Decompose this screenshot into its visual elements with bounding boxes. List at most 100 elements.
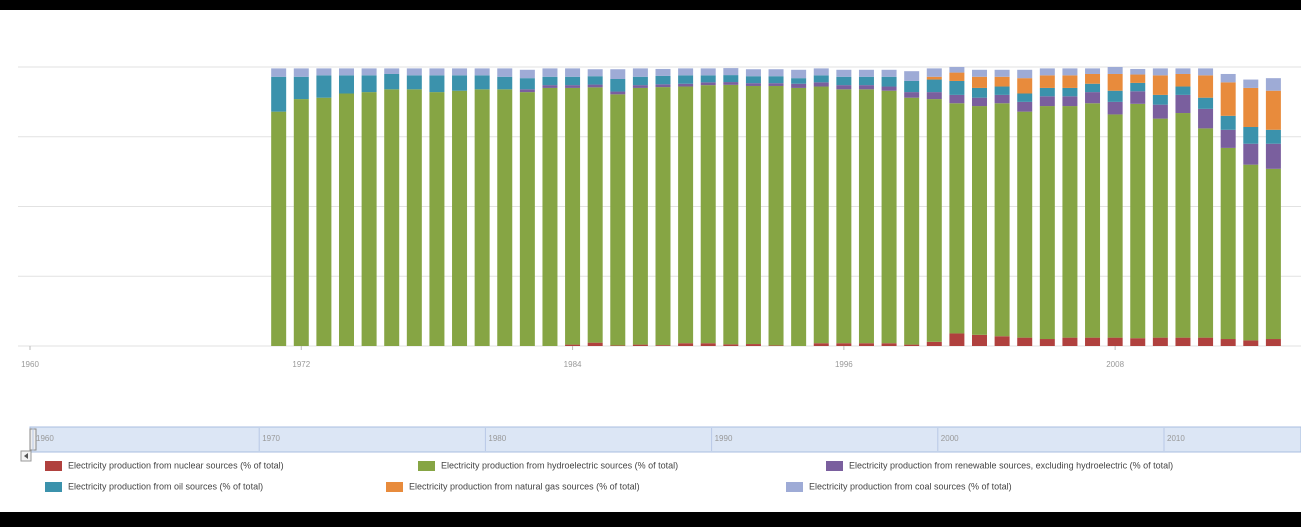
bar-segment: [700, 68, 716, 76]
bar-segment: [1130, 74, 1146, 83]
bar-segment: [632, 76, 648, 86]
bar-segment: [700, 85, 716, 344]
bar-segment: [813, 82, 829, 87]
bar-segment: [1198, 128, 1214, 338]
bar-segment: [1062, 96, 1078, 107]
bar-segment: [949, 67, 965, 73]
bar-segment: [655, 87, 671, 346]
bar-segment: [1243, 87, 1259, 127]
bar-segment: [519, 78, 535, 90]
bar-segment: [384, 73, 400, 90]
bar-segment: [1017, 93, 1033, 102]
bar-segment: [1017, 78, 1033, 94]
bar-segment: [1265, 339, 1281, 346]
bar-segment: [361, 75, 377, 93]
bar-segment: [1017, 111, 1033, 338]
bar-segment: [1152, 104, 1168, 119]
bar-segment: [655, 345, 671, 346]
bar-segment: [881, 90, 897, 344]
bar-segment: [1152, 118, 1168, 338]
bar-segment: [678, 83, 694, 87]
bar-segment: [768, 345, 784, 346]
bar-segment: [271, 68, 287, 77]
bar-segment: [1198, 337, 1214, 346]
bar-segment: [1220, 129, 1236, 148]
bar-segment: [768, 83, 784, 86]
bar-segment: [406, 75, 422, 90]
bar-segment: [542, 87, 558, 347]
bar-segment: [384, 89, 400, 346]
bar-segment: [926, 341, 942, 346]
legend-label: Electricity production from nuclear sour…: [68, 460, 284, 470]
bar-segment: [497, 76, 513, 90]
bar-segment: [1130, 338, 1146, 346]
bar-segment: [994, 336, 1010, 346]
bar-segment: [678, 68, 694, 76]
bar-segment: [1152, 68, 1168, 76]
bar-segment: [1039, 68, 1055, 76]
bar-segment: [1017, 337, 1033, 346]
bar-segment: [316, 97, 332, 346]
legend-label: Electricity production from oil sources …: [68, 481, 263, 491]
bar-segment: [745, 85, 761, 345]
bar-segment: [610, 69, 626, 79]
bar-segment: [632, 87, 648, 345]
legend-swatch: [386, 482, 403, 492]
bar-segment: [994, 86, 1010, 95]
bar-segment: [904, 80, 920, 93]
bar-segment: [1039, 96, 1055, 107]
bar-segment: [791, 78, 807, 84]
bar-segment: [723, 82, 739, 85]
bar-segment: [1265, 143, 1281, 169]
bar-segment: [904, 97, 920, 345]
bar-segment: [452, 90, 468, 346]
bar-segment: [972, 106, 987, 335]
x-tick-label: 1996: [835, 360, 853, 369]
bar-segment: [1039, 87, 1055, 97]
bar-segment: [881, 76, 897, 87]
bar-segment: [1085, 73, 1101, 84]
bar-segment: [1062, 337, 1078, 346]
bar-segment: [1085, 103, 1101, 338]
bar-segment: [926, 79, 942, 93]
bar-segment: [926, 68, 942, 77]
bar-segment: [949, 80, 965, 95]
x-tick-label: 2008: [1106, 360, 1124, 369]
bar-segment: [723, 84, 739, 345]
bar-segment: [565, 68, 581, 77]
bar-segment: [587, 76, 603, 85]
bar-segment: [1107, 67, 1123, 74]
bar-segment: [361, 68, 377, 76]
bar-segment: [384, 68, 400, 74]
bar-segment: [452, 75, 468, 91]
bar-segment: [474, 68, 490, 76]
bar-segment: [678, 86, 694, 344]
scroll-arrow: [24, 453, 28, 459]
navigator: [29, 426, 1301, 453]
bar-segment: [858, 69, 874, 77]
bar-segment: [723, 68, 739, 76]
bar-segment: [587, 342, 603, 346]
bar-segment: [881, 343, 897, 346]
bar-segment: [1062, 68, 1078, 76]
bar-segment: [1085, 68, 1101, 74]
navigator-label: 1960: [36, 434, 54, 443]
bar-segment: [1175, 68, 1191, 74]
bar-segment: [904, 92, 920, 98]
bar-segment: [587, 69, 603, 77]
bar-segment: [745, 69, 761, 77]
bar-segment: [836, 85, 852, 90]
bar-segment: [1130, 68, 1146, 75]
bar-segment: [519, 92, 535, 346]
bar-segment: [1220, 73, 1236, 83]
legend-label: Electricity production from renewable so…: [849, 460, 1173, 470]
bar-segment: [406, 89, 422, 346]
bar-segment: [813, 343, 829, 346]
navigator-label: 2000: [941, 434, 959, 443]
bar-segment: [745, 83, 761, 86]
bar-segment: [1107, 90, 1123, 102]
bar-segment: [1130, 91, 1146, 104]
bar-segment: [926, 99, 942, 342]
navigator-label: 1980: [488, 434, 506, 443]
